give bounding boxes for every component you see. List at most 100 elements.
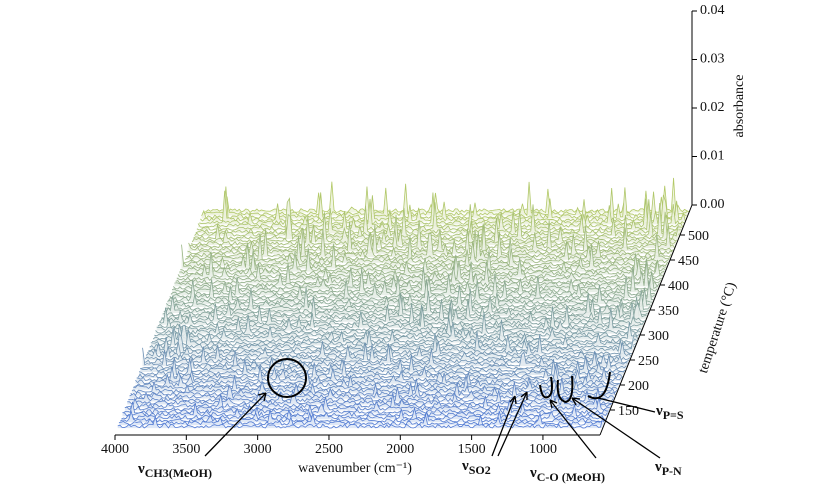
trace xyxy=(125,392,612,409)
trace xyxy=(200,190,686,223)
trace-fill xyxy=(121,407,607,420)
trace xyxy=(191,212,678,243)
trace xyxy=(137,362,624,379)
trace xyxy=(134,374,620,388)
trace xyxy=(130,381,617,397)
x-tick-label: 1500 xyxy=(458,442,486,457)
spectra-surface xyxy=(117,177,690,429)
trace xyxy=(143,343,629,364)
arrow xyxy=(549,399,597,459)
trace xyxy=(201,186,687,220)
y-tick-label: 250 xyxy=(638,354,659,369)
trace-fill xyxy=(146,341,632,358)
annotation: νSO2 xyxy=(461,458,491,476)
trace-fill xyxy=(134,374,620,387)
annotation-subscript: CH3(MeOH) xyxy=(145,466,212,480)
trace xyxy=(118,411,605,426)
trace-fill xyxy=(149,340,635,349)
y-tick-label: 300 xyxy=(648,329,669,344)
trace-fill xyxy=(144,342,630,361)
trace xyxy=(122,402,608,417)
annotation-subscript: P-N xyxy=(662,464,682,478)
trace xyxy=(183,235,670,264)
trace-fill xyxy=(177,251,663,278)
y-tick-label: 450 xyxy=(678,254,699,269)
trace xyxy=(149,338,635,350)
z-axis-label: absorbance xyxy=(732,75,747,138)
x-tick-label: 1000 xyxy=(529,442,557,457)
annotation-symbol: ν xyxy=(654,459,662,475)
trace xyxy=(193,210,679,240)
trace-fill xyxy=(186,228,672,257)
annotation: νCH3(MeOH) xyxy=(137,461,212,479)
trace-fill xyxy=(147,334,633,355)
z-tick-label: 0.01 xyxy=(700,149,725,164)
trace xyxy=(203,177,690,214)
x-tick-label: 3500 xyxy=(172,442,200,457)
z-tick-label: 0.04 xyxy=(700,3,725,18)
trace xyxy=(171,266,658,293)
trace xyxy=(158,304,645,326)
x-tick-label: 2000 xyxy=(386,442,414,457)
y-tick-label: 350 xyxy=(658,304,679,319)
z-tick-label: 0.00 xyxy=(700,197,725,212)
trace xyxy=(190,214,677,246)
trace-fill xyxy=(117,416,603,429)
x-tick-label: 4000 xyxy=(101,442,129,457)
trace-fill xyxy=(196,198,682,231)
y-axis-label: temperature (°C) xyxy=(696,280,740,375)
trace xyxy=(165,285,652,309)
annotation-symbol: ν xyxy=(529,465,537,481)
annotation-subscript: SO2 xyxy=(469,463,491,477)
trace xyxy=(199,192,685,225)
trace xyxy=(135,370,621,385)
trace-fill xyxy=(154,327,640,337)
trace xyxy=(156,307,642,332)
trace xyxy=(117,415,604,429)
trace-fill xyxy=(180,247,666,272)
x-axis-label: wavenumber (cm⁻¹) xyxy=(298,461,412,476)
trace xyxy=(197,198,684,228)
trace xyxy=(142,347,628,367)
trace-fill xyxy=(130,381,616,396)
trace xyxy=(127,390,613,406)
y-tick-label: 150 xyxy=(618,404,639,419)
trace-fill xyxy=(161,296,647,319)
z-tick-label: 0.02 xyxy=(700,100,725,115)
trace xyxy=(175,261,661,285)
trace-fill xyxy=(124,396,610,411)
arrow xyxy=(571,397,661,459)
trace xyxy=(172,271,659,290)
x-tick-label: 2500 xyxy=(315,442,343,457)
trace-fill xyxy=(192,212,678,243)
trace xyxy=(136,365,622,382)
arrow xyxy=(491,391,528,457)
annotation: νC-O (MeOH) xyxy=(529,465,605,483)
annotation-marks xyxy=(204,358,661,459)
trace-fill xyxy=(126,392,612,408)
trace-fill xyxy=(160,302,646,322)
annotation: νP=S xyxy=(655,403,684,421)
trace xyxy=(195,204,681,234)
annotation: νP-N xyxy=(654,459,682,477)
trace xyxy=(155,312,641,335)
trace-fill xyxy=(128,386,614,402)
y-tick-label: 500 xyxy=(688,229,709,244)
annotation-subscript: P=S xyxy=(663,408,684,422)
trace xyxy=(119,409,606,423)
trace xyxy=(176,260,662,282)
trace xyxy=(194,203,680,237)
trace xyxy=(152,319,639,341)
arrow xyxy=(204,392,267,457)
trace xyxy=(150,329,637,347)
trace-fill xyxy=(179,253,665,275)
y-axis xyxy=(599,204,693,436)
y-tick-label: 200 xyxy=(628,379,649,394)
trace-fill xyxy=(162,292,648,316)
arrow xyxy=(597,397,656,413)
trace xyxy=(154,326,640,338)
trace xyxy=(141,355,627,370)
trace xyxy=(151,324,638,344)
trace-fill xyxy=(157,306,643,328)
axes: 4000 3500 3000 2500 2000 1500 1000 150 200 250 300… xyxy=(101,3,725,457)
